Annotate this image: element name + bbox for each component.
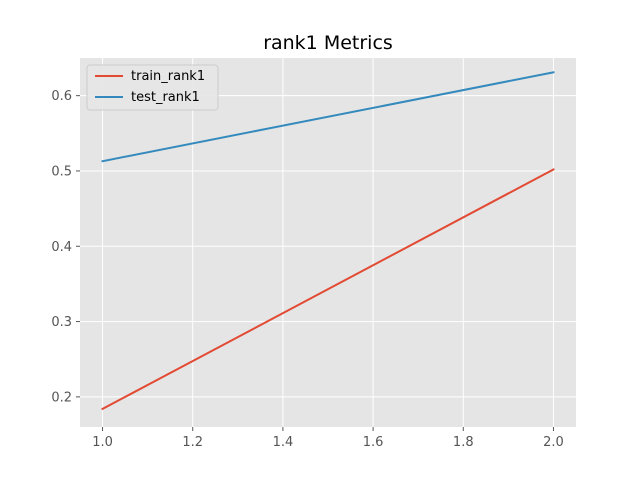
x-tick-label: 1.0 <box>92 435 113 450</box>
legend-label-train-rank1: train_rank1 <box>131 69 205 84</box>
y-tick-label: 0.6 <box>51 89 72 104</box>
x-tick-label: 1.6 <box>363 435 384 450</box>
y-tick-label: 0.4 <box>51 240 72 255</box>
series-line-test-rank1 <box>101 71 555 163</box>
legend: train_rank1 test_rank1 <box>86 64 219 111</box>
y-tick-label: 0.5 <box>51 164 72 179</box>
y-tick-label: 0.3 <box>51 315 72 330</box>
plot-area <box>80 58 576 427</box>
x-tick-label: 1.8 <box>453 435 474 450</box>
tick-labels: 1.0 1.2 1.4 1.6 1.8 2.0 0.2 0.3 0.4 0.5 0.6 <box>51 89 563 450</box>
x-tick-label: 1.4 <box>273 435 294 450</box>
legend-label-test-rank1: test_rank1 <box>131 90 200 105</box>
chart-title: rank1 Metrics <box>263 32 393 54</box>
y-tick-label: 0.2 <box>51 390 72 405</box>
series-group <box>101 71 555 411</box>
x-tick-label: 1.2 <box>182 435 203 450</box>
x-tick-label: 2.0 <box>543 435 564 450</box>
series-line-train-rank1 <box>101 168 555 411</box>
